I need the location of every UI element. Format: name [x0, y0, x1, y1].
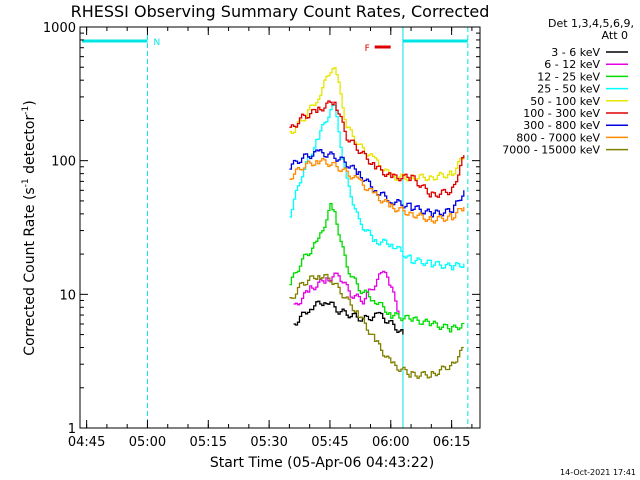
series-line-0: [293, 300, 404, 335]
y-axis-label-part1: Corrected Count Rate (s: [22, 187, 38, 355]
x-tick-label: 05:45: [311, 435, 348, 450]
legend-header: Det 1,3,4,5,6,9,: [548, 17, 634, 30]
series-line-5: [289, 100, 465, 198]
series-line-7: [289, 157, 465, 224]
flare-label: F: [365, 44, 370, 54]
legend-label-1: 6 - 12 keV: [544, 58, 600, 71]
y-axis-label-sup1: -1: [21, 178, 31, 187]
legend-label-6: 300 - 800 keV: [523, 119, 600, 132]
y-axis-label-sup2: -1: [21, 106, 31, 115]
x-tick-label: 06:15: [433, 435, 470, 450]
y-axis-label-part2: detector: [22, 115, 38, 179]
x-axis-label: Start Time (05-Apr-06 04:43:22): [210, 455, 434, 471]
y-tick-label: 1: [68, 422, 76, 437]
y-tick-label: 10: [59, 288, 76, 303]
y-tick-label: 100: [51, 155, 76, 170]
x-tick-label: 05:15: [190, 435, 227, 450]
series-line-4: [289, 67, 465, 182]
legend-label-4: 50 - 100 keV: [530, 95, 600, 108]
series-line-8: [289, 273, 464, 379]
legend-label-8: 7000 - 15000 keV: [502, 144, 600, 157]
night-label: N: [153, 38, 160, 48]
x-tick-label: 06:00: [372, 435, 409, 450]
y-tick-label: 1000: [43, 21, 76, 36]
y-axis-label: Corrected Count Rate (s-1 detector-1): [21, 100, 38, 355]
legend-label-3: 25 - 50 keV: [537, 83, 600, 96]
legend-label-5: 100 - 300 keV: [523, 107, 600, 120]
legend-header-attenuator: Att 0: [602, 29, 628, 42]
chart-title: RHESSI Observing Summary Count Rates, Co…: [71, 2, 490, 21]
y-axis-label-part3: ): [22, 100, 38, 105]
legend-label-0: 3 - 6 keV: [551, 46, 600, 59]
x-tick-label: 05:00: [129, 435, 166, 450]
x-tick-label: 04:45: [68, 435, 105, 450]
series-line-1: [293, 270, 400, 315]
plot-frame: [79, 26, 481, 429]
legend-label-2: 12 - 25 keV: [537, 70, 600, 83]
x-tick-label: 05:30: [250, 435, 287, 450]
legend-label-7: 800 - 7000 keV: [516, 131, 600, 144]
series-line-2: [289, 203, 465, 333]
timestamp: 14-Oct-2021 17:41: [560, 468, 636, 477]
series-line-3: [289, 104, 465, 271]
